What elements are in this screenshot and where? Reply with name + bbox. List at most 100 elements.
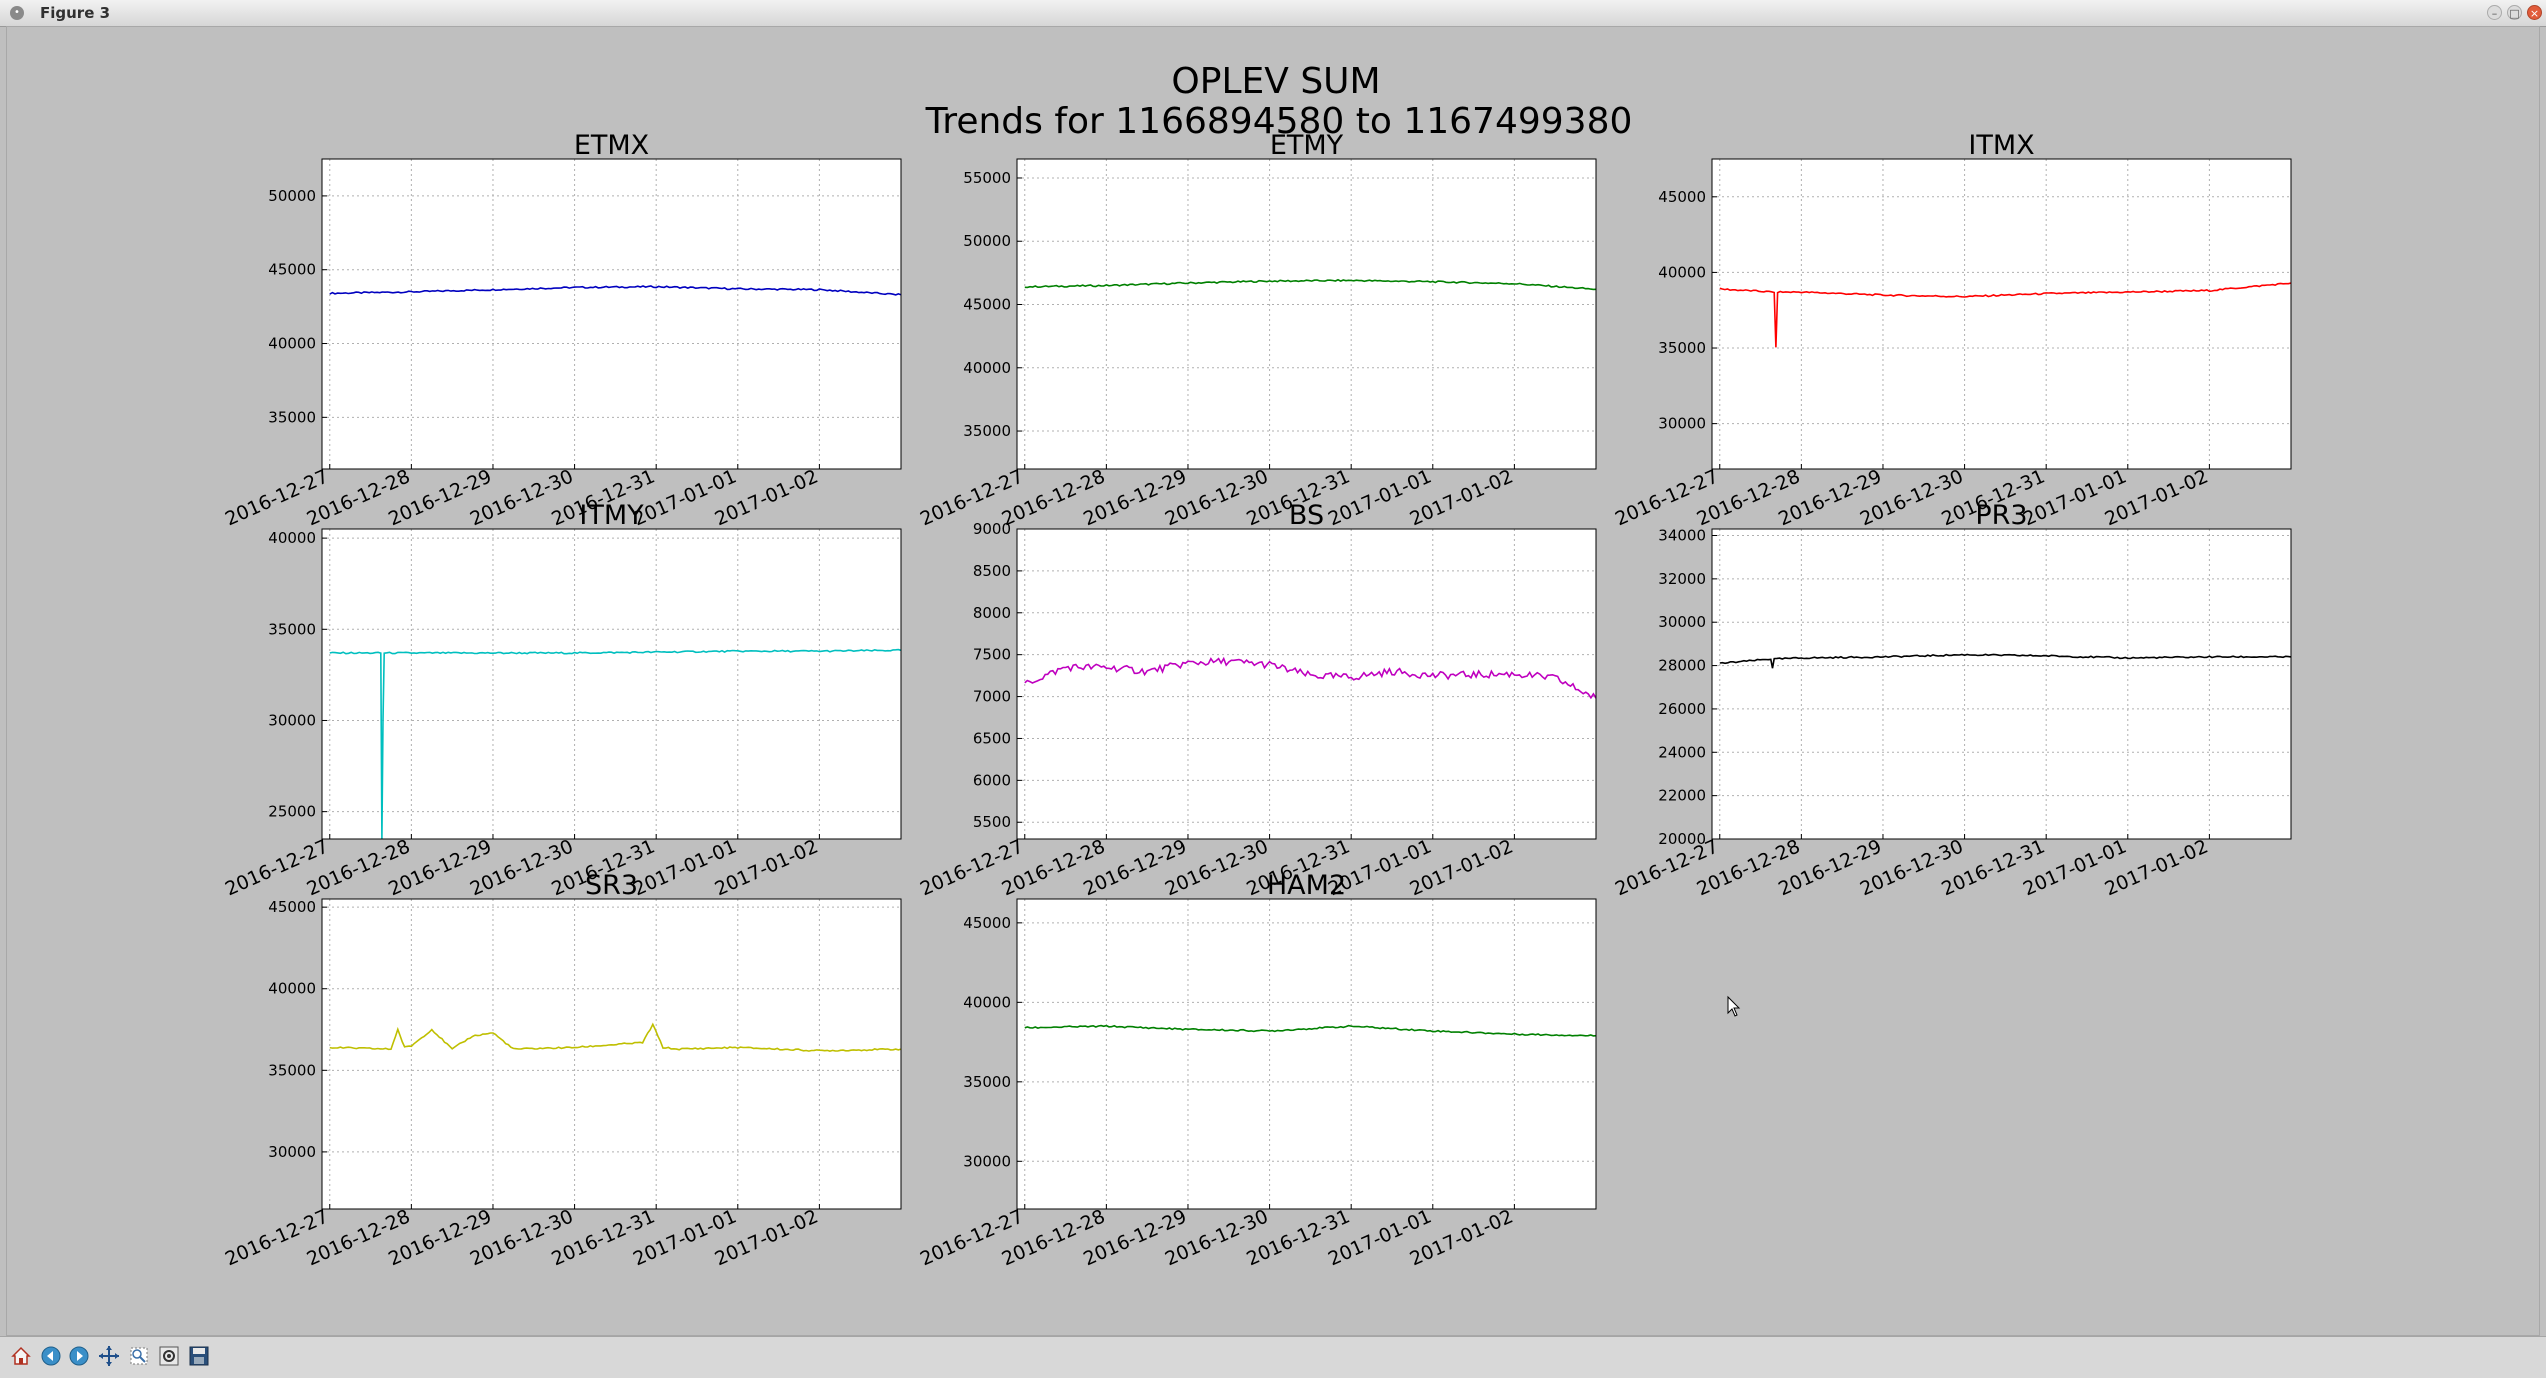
plot-frame: [1016, 158, 1597, 470]
y-tick-label: 45000: [963, 296, 1011, 314]
series-line-sr3: [329, 1022, 901, 1053]
y-tick-label: 40000: [963, 993, 1011, 1011]
figure-title-line1: OPLEV SUM: [1171, 61, 1380, 102]
figure-plot-area: OPLEV SUM Trends for 1166894580 to 11674…: [222, 61, 2292, 1270]
plot-frame: [321, 158, 902, 470]
subplot-bs: 2016-12-272016-12-282016-12-292016-12-30…: [917, 500, 1597, 900]
close-icon[interactable]: ×: [2527, 5, 2542, 20]
subplot-title: ITMX: [1968, 130, 2034, 161]
y-tick-label: 45000: [963, 914, 1011, 932]
y-tick-label: 30000: [268, 1143, 316, 1161]
plot-frame: [1711, 158, 2292, 470]
y-tick-label: 40000: [268, 335, 316, 353]
minimize-icon[interactable]: –: [2487, 5, 2502, 20]
y-tick-label: 30000: [1658, 613, 1706, 631]
series-line-etmx: [329, 285, 901, 296]
y-tick-label: 7500: [973, 646, 1011, 664]
window-title: Figure 3: [40, 4, 111, 22]
subplot-ham2: 2016-12-272016-12-282016-12-292016-12-30…: [917, 870, 1597, 1270]
y-tick-label: 40000: [268, 529, 316, 547]
figure-title-line2: Trends for 1166894580 to 1167499380: [925, 101, 1633, 142]
y-tick-label: 35000: [268, 620, 316, 638]
plot-background: [1712, 529, 2291, 839]
subplot-etmx: 2016-12-272016-12-282016-12-292016-12-30…: [222, 130, 902, 530]
pan-icon[interactable]: [96, 1343, 122, 1369]
y-tick-label: 50000: [268, 187, 316, 205]
y-tick-label: 25000: [268, 803, 316, 821]
y-tick-label: 45000: [1658, 188, 1706, 206]
y-tick-label: 45000: [268, 898, 316, 916]
y-tick-label: 35000: [268, 1061, 316, 1079]
y-tick-label: 8000: [973, 604, 1011, 622]
subplot-itmx: 2016-12-272016-12-282016-12-292016-12-30…: [1612, 130, 2292, 530]
plot-background: [1017, 899, 1596, 1209]
y-tick-label: 22000: [1658, 787, 1706, 805]
y-tick-label: 7000: [973, 688, 1011, 706]
forward-icon[interactable]: [66, 1343, 92, 1369]
y-tick-label: 24000: [1658, 743, 1706, 761]
back-icon[interactable]: [38, 1343, 64, 1369]
navigation-toolbar: [0, 1336, 2546, 1378]
y-tick-label: 30000: [963, 1152, 1011, 1170]
y-tick-label: 35000: [963, 1073, 1011, 1091]
plot-background: [1017, 159, 1596, 469]
plot-frame: [1711, 528, 2292, 840]
configure-subplots-icon[interactable]: [156, 1343, 182, 1369]
figure-canvas[interactable]: OPLEV SUM Trends for 1166894580 to 11674…: [6, 26, 2540, 1336]
y-tick-label: 26000: [1658, 700, 1706, 718]
window-menu-icon[interactable]: •: [10, 6, 24, 20]
y-tick-label: 35000: [963, 422, 1011, 440]
series-line-etmy: [1024, 278, 1596, 291]
y-tick-label: 5500: [973, 813, 1011, 831]
y-tick-label: 40000: [963, 359, 1011, 377]
subplot-title: ETMX: [574, 130, 649, 161]
plot-background: [1017, 529, 1596, 839]
y-tick-label: 28000: [1658, 657, 1706, 675]
y-tick-label: 45000: [268, 261, 316, 279]
y-tick-label: 32000: [1658, 570, 1706, 588]
zoom-icon[interactable]: [126, 1343, 152, 1369]
y-tick-label: 30000: [268, 711, 316, 729]
subplot-sr3: 2016-12-272016-12-282016-12-292016-12-30…: [222, 870, 902, 1270]
y-tick-label: 40000: [268, 980, 316, 998]
y-tick-label: 8500: [973, 562, 1011, 580]
mouse-cursor-icon: [1727, 995, 1741, 1017]
window-titlebar: • Figure 3 – □ ×: [0, 0, 2546, 27]
plot-background: [322, 899, 901, 1209]
plot-frame: [321, 898, 902, 1210]
series-line-pr3: [1719, 653, 2291, 669]
plot-frame: [321, 528, 902, 840]
y-tick-label: 9000: [973, 520, 1011, 538]
series-line-itmy: [329, 648, 901, 839]
subplot-etmy: 2016-12-272016-12-282016-12-292016-12-30…: [917, 130, 1597, 530]
series-line-ham2: [1024, 1024, 1596, 1037]
plot-background: [322, 529, 901, 839]
y-tick-label: 35000: [1658, 339, 1706, 357]
plot-frame: [1016, 528, 1597, 840]
y-tick-label: 6500: [973, 729, 1011, 747]
y-tick-label: 35000: [268, 408, 316, 426]
subplot-pr3: 2016-12-272016-12-282016-12-292016-12-30…: [1612, 500, 2292, 900]
y-tick-label: 55000: [963, 169, 1011, 187]
subplot-title: HAM2: [1267, 870, 1346, 901]
subplot-title: ITMY: [579, 500, 644, 531]
y-tick-label: 50000: [963, 232, 1011, 250]
series-line-itmx: [1719, 282, 2291, 348]
save-icon[interactable]: [186, 1343, 212, 1369]
plot-background: [322, 159, 901, 469]
y-tick-label: 6000: [973, 771, 1011, 789]
home-icon[interactable]: [8, 1343, 34, 1369]
subplot-itmy: 2016-12-272016-12-282016-12-292016-12-30…: [222, 500, 902, 900]
series-line-bs: [1024, 656, 1596, 700]
subplot-title: BS: [1289, 500, 1324, 531]
subplot-title: PR3: [1975, 500, 2027, 531]
subplot-title: SR3: [585, 870, 638, 901]
plot-background: [1712, 159, 2291, 469]
y-tick-label: 40000: [1658, 263, 1706, 281]
plot-frame: [1016, 898, 1597, 1210]
y-tick-label: 20000: [1658, 830, 1706, 848]
maximize-icon[interactable]: □: [2507, 5, 2522, 20]
y-tick-label: 34000: [1658, 527, 1706, 545]
subplot-title: ETMY: [1270, 130, 1344, 161]
y-tick-label: 30000: [1658, 415, 1706, 433]
